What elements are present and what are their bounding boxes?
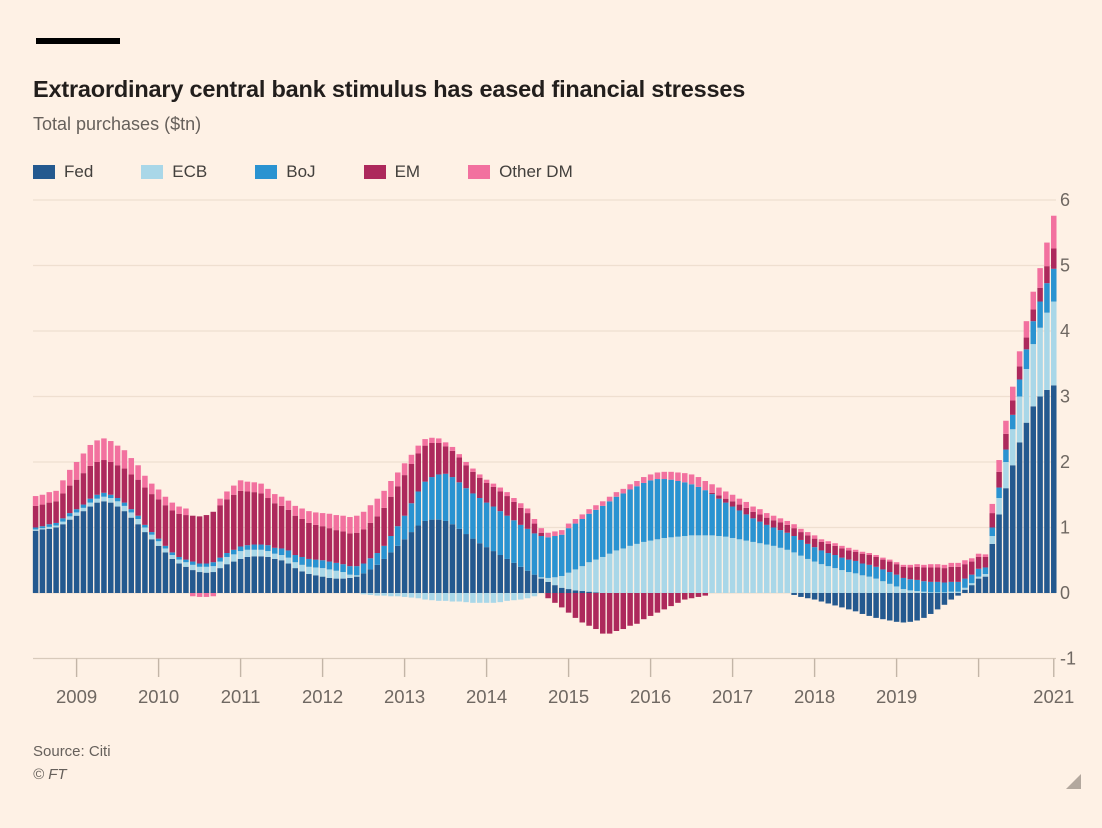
- legend-label: EM: [394, 162, 421, 181]
- legend-swatch: [33, 165, 55, 179]
- legend-swatch: [255, 165, 278, 179]
- legend-label: ECB: [172, 162, 208, 181]
- series-fed: [32, 385, 1057, 623]
- top-rule: [36, 38, 120, 44]
- y-tick-label: 3: [1060, 387, 1070, 407]
- x-tick-label: 2016: [630, 686, 671, 707]
- x-tick-label: 2021: [1033, 686, 1074, 707]
- x-tick-label: 2013: [384, 686, 425, 707]
- y-tick-label: 5: [1060, 256, 1070, 276]
- gridlines: [33, 199, 1056, 660]
- x-tick-label: 2014: [466, 686, 507, 707]
- x-tick-label: 2011: [221, 686, 261, 707]
- legend-swatch: [363, 165, 386, 179]
- y-axis-labels: 6 5 4 3 2 1 0 -1: [1060, 190, 1076, 669]
- chart-title: Extraordinary central bank stimulus has …: [33, 75, 746, 102]
- legend-item-fed[interactable]: Fed: [33, 162, 93, 182]
- series-em: [32, 248, 1057, 634]
- x-tick-label: 2009: [56, 686, 97, 707]
- legend-label: Other DM: [499, 162, 573, 181]
- legend-label: BoJ: [286, 162, 316, 181]
- series-ecb: [32, 301, 1057, 603]
- x-tick-label: 2012: [302, 686, 343, 707]
- x-axis: 2009 2010 2011 2012 2013 2014 2015 2016 2017 2018…: [56, 658, 1074, 707]
- y-tick-label: 0: [1060, 583, 1070, 603]
- chart-subtitle: Total purchases ($tn): [33, 114, 202, 134]
- x-tick-label: 2010: [138, 686, 179, 707]
- legend-swatch: [468, 165, 491, 179]
- x-tick-label: 2018: [794, 686, 835, 707]
- y-tick-label: 2: [1060, 452, 1070, 472]
- ft-copyright: © FT: [33, 766, 67, 783]
- source-note: Source: Citi: [33, 743, 111, 760]
- y-tick-label: 4: [1060, 321, 1070, 341]
- legend-item-em[interactable]: EM: [363, 162, 421, 182]
- x-tick-label: 2019: [876, 686, 917, 707]
- x-tick-label: 2017: [712, 686, 753, 707]
- y-tick-label: 6: [1060, 190, 1070, 210]
- legend-label: Fed: [64, 162, 94, 181]
- y-tick-label: -1: [1060, 649, 1076, 669]
- legend-item-boj[interactable]: BoJ: [255, 162, 316, 182]
- y-tick-label: 1: [1060, 518, 1070, 538]
- series-other-dm: [32, 215, 1057, 597]
- series-boj: [32, 268, 1057, 593]
- legend: Fed ECB BoJ EM Other DM: [33, 162, 621, 182]
- legend-swatch: [141, 165, 164, 179]
- legend-item-ecb[interactable]: ECB: [141, 162, 207, 182]
- x-tick-label: 2015: [548, 686, 589, 707]
- resize-handle-icon[interactable]: [1066, 774, 1081, 789]
- legend-item-other-dm[interactable]: Other DM: [468, 162, 573, 182]
